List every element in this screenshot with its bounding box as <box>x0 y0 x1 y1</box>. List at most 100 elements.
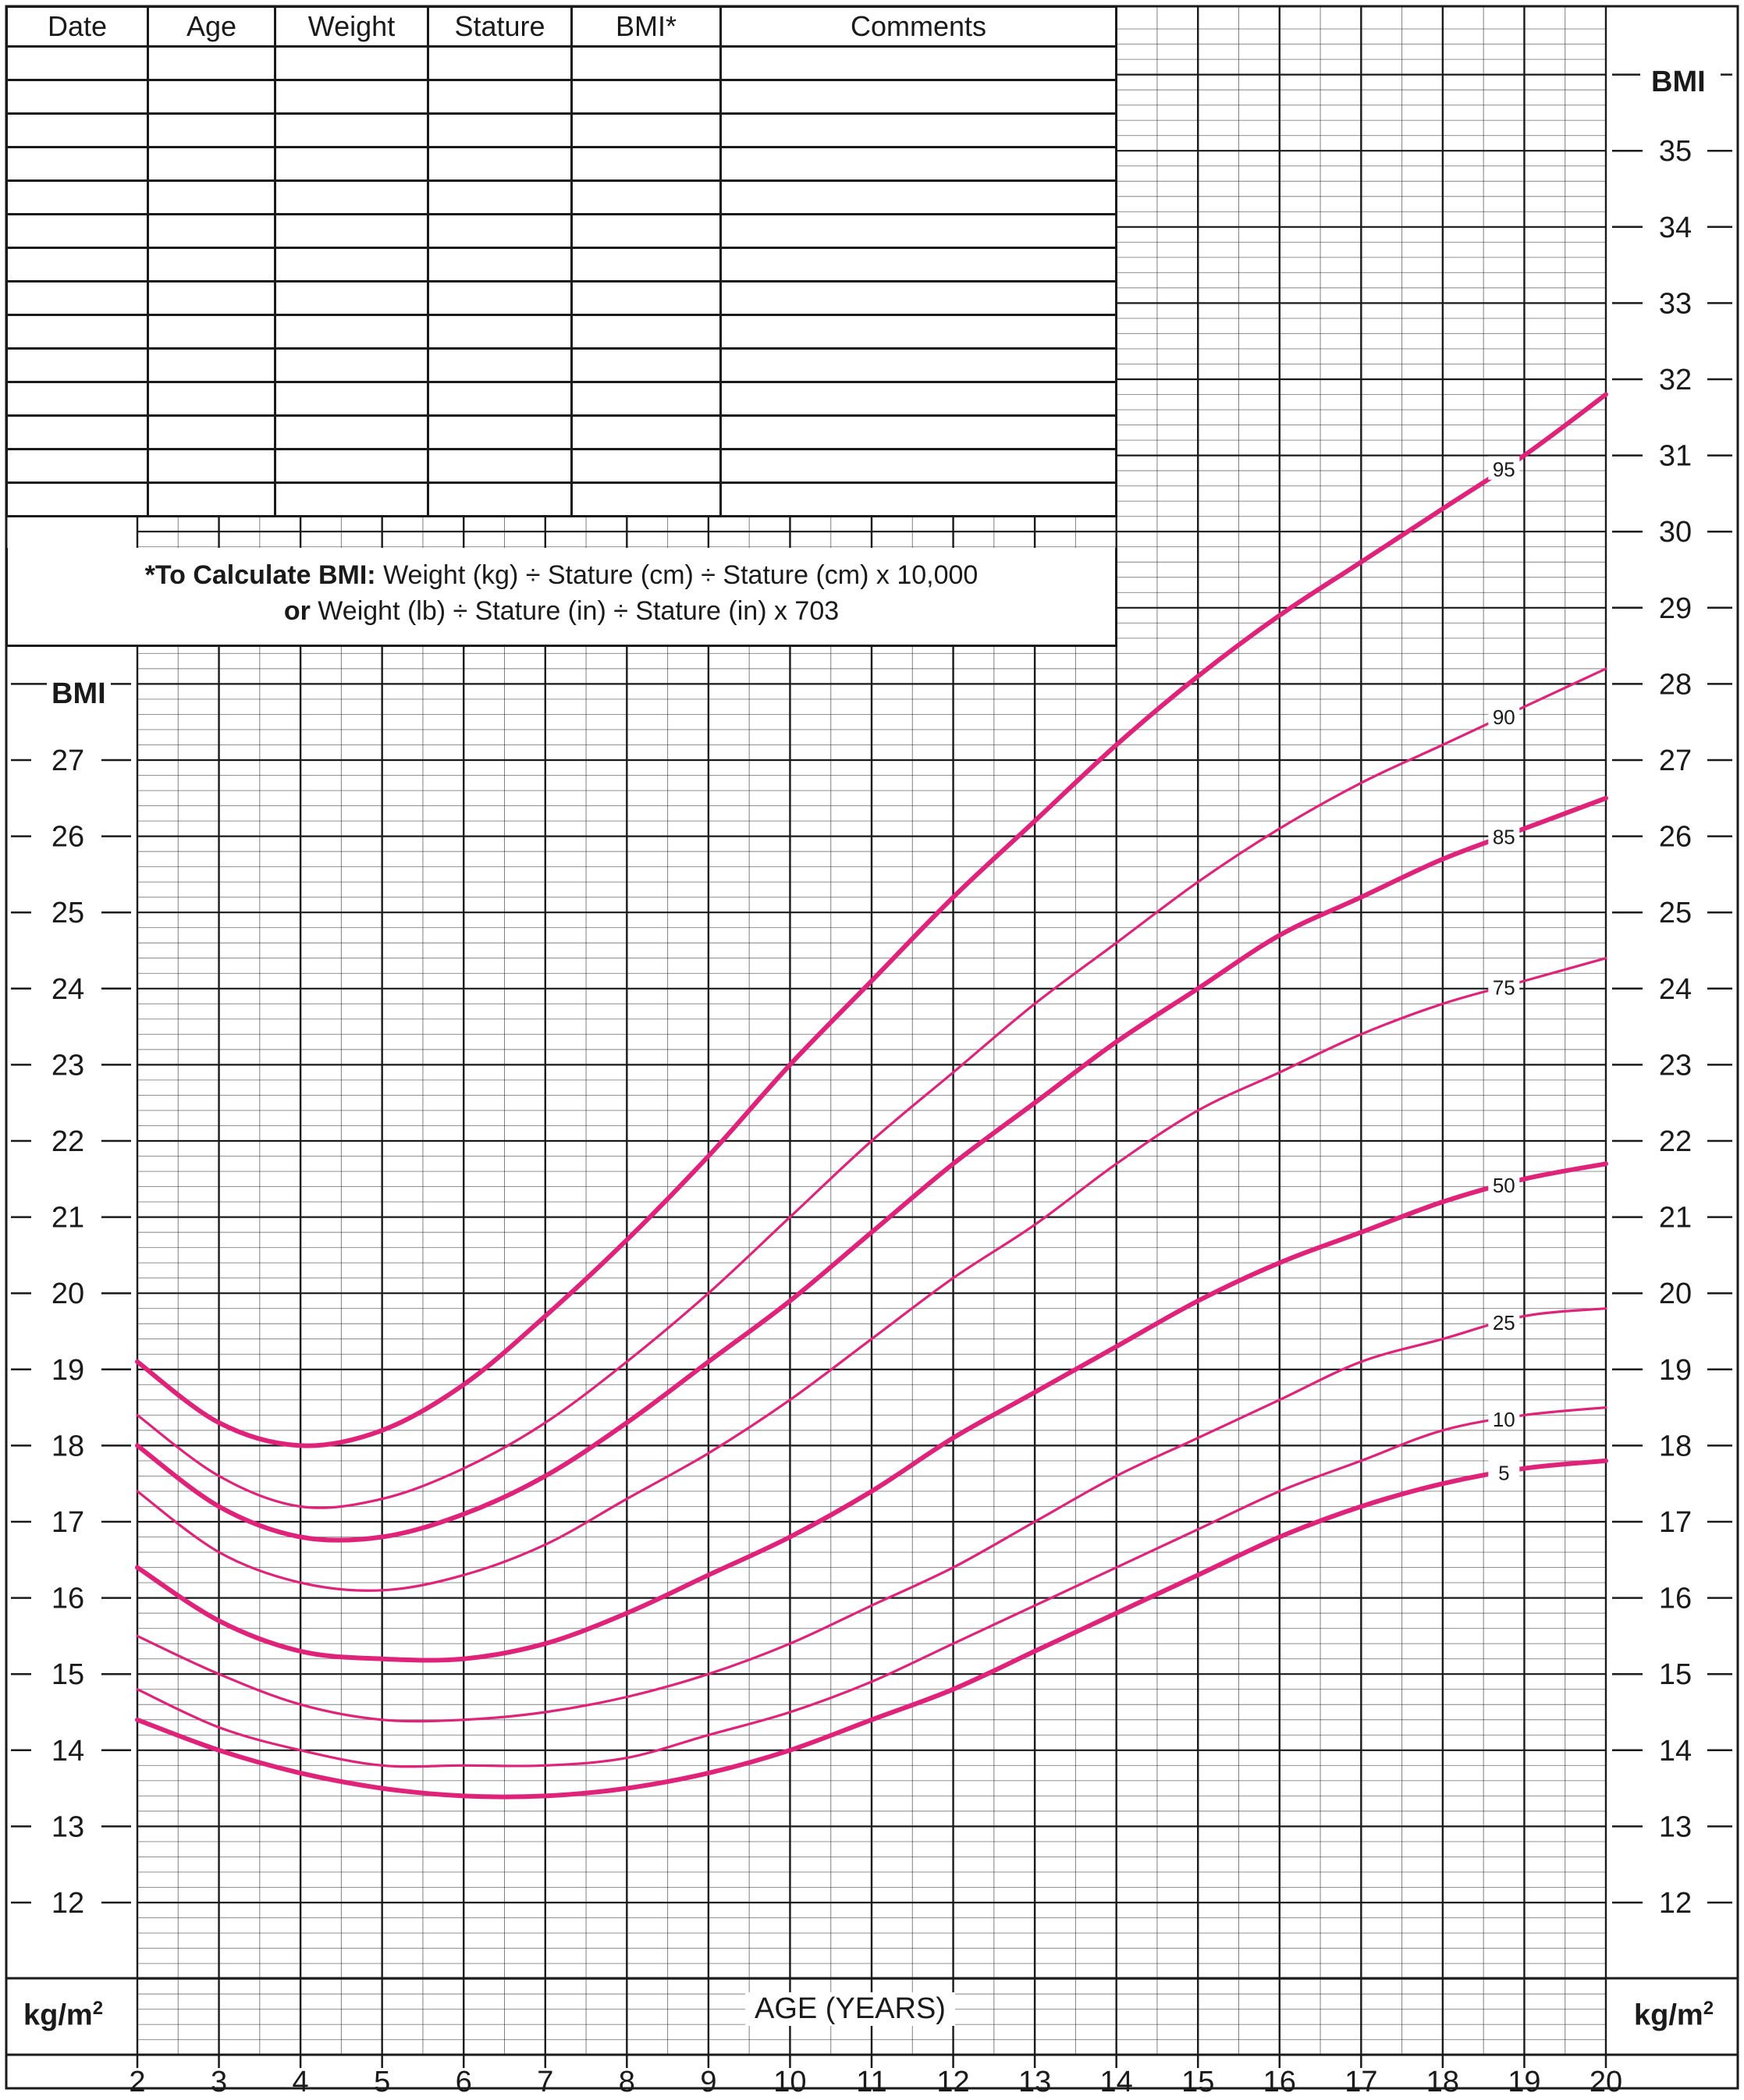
table-cell <box>570 280 722 316</box>
y-tick-label-left: 20 <box>52 1277 84 1310</box>
table-cell <box>719 146 1117 182</box>
y-tick-label-right: 26 <box>1659 821 1692 854</box>
y-tick-label-left: 12 <box>52 1887 84 1920</box>
table-cell <box>570 213 722 249</box>
percentile-curve-90 <box>136 667 1607 1509</box>
table-cell <box>427 414 573 450</box>
y-tick-label-right: 21 <box>1659 1202 1692 1235</box>
y-tick-label-right: 24 <box>1659 973 1692 1006</box>
formula-line-metric-lead: *To Calculate BMI: <box>144 560 376 590</box>
table-cell <box>147 45 276 81</box>
x-tick-label: 5 <box>374 2066 390 2098</box>
table-cell <box>719 347 1117 383</box>
table-cell <box>274 381 429 417</box>
percentile-curve-5 <box>135 1458 1608 1800</box>
formula-line-imperial: or Weight (lb) ÷ Stature (in) ÷ Stature … <box>8 593 1115 629</box>
table-cell <box>5 347 149 383</box>
table-header-row: Date Age Weight Stature BMI* Comments <box>5 5 1117 48</box>
x-axis-ticks: 2 3 4 5 6 7 8 9 10 11 12 13 14 15 16 17 18 19 20 <box>129 2055 1622 2098</box>
table-cell <box>147 448 276 484</box>
measurement-record-table: Date Age Weight Stature BMI* Comments <box>5 5 1117 517</box>
percentile-label-bg <box>1488 1309 1520 1333</box>
table-cell <box>719 112 1117 148</box>
y-tick-label-right: 28 <box>1659 668 1692 701</box>
y-tick-label-left: 13 <box>52 1810 84 1843</box>
table-row <box>5 213 1117 249</box>
table-cell <box>147 280 276 316</box>
table-cell <box>570 414 722 450</box>
y-tick-label-left: 25 <box>52 897 84 929</box>
x-tick-label: 15 <box>1181 2066 1214 2098</box>
column-header-age: Age <box>147 5 276 48</box>
x-tick-label: 7 <box>537 2066 553 2098</box>
table-cell <box>147 146 276 182</box>
table-cell <box>427 314 573 350</box>
percentile-label-bg <box>1488 703 1520 727</box>
y-tick-label-left: 19 <box>52 1354 84 1387</box>
percentile-label-bg <box>1488 1406 1520 1430</box>
percentile-label-10: 10 <box>1493 1408 1515 1431</box>
percentile-label-5: 5 <box>1498 1462 1509 1485</box>
table-row <box>5 414 1117 450</box>
y-tick-label-right: 20 <box>1659 1277 1692 1310</box>
y-tick-label-right: 19 <box>1659 1354 1692 1387</box>
table-row <box>5 314 1117 350</box>
column-header-date: Date <box>5 5 149 48</box>
table-row <box>5 179 1117 215</box>
table-cell <box>274 45 429 81</box>
y-tick-label-left: 15 <box>52 1658 84 1691</box>
y-tick-label-right: 12 <box>1659 1887 1692 1920</box>
table-row <box>5 146 1117 182</box>
table-cell <box>147 381 276 417</box>
y-tick-label-right: 25 <box>1659 897 1692 929</box>
y-tick-label-left: 18 <box>52 1430 84 1462</box>
y-tick-label-left: 24 <box>52 973 84 1006</box>
y-tick-label-right: 22 <box>1659 1125 1692 1158</box>
percentile-curve-50 <box>135 1161 1608 1663</box>
unit-label-right-text: kg/m <box>1634 1999 1703 2032</box>
table-cell <box>570 112 722 148</box>
table-cell <box>427 79 573 115</box>
formula-line-imperial-lead: or <box>283 596 311 626</box>
y-tick-label-right: 13 <box>1659 1810 1692 1843</box>
table-cell <box>147 179 276 215</box>
table-cell <box>5 481 149 517</box>
table-cell <box>570 45 722 81</box>
x-tick-label: 6 <box>456 2066 472 2098</box>
table-cell <box>5 112 149 148</box>
x-tick-label: 19 <box>1508 2066 1540 2098</box>
table-cell <box>570 247 722 282</box>
percentile-curve-75 <box>136 957 1607 1592</box>
percentile-label-bg <box>1488 456 1520 480</box>
formula-line-metric-text: Weight (kg) ÷ Stature (cm) ÷ Stature (cm… <box>375 560 979 590</box>
column-header-stature: Stature <box>427 5 573 48</box>
formula-line-metric: *To Calculate BMI: Weight (kg) ÷ Stature… <box>8 557 1115 593</box>
table-cell <box>147 247 276 282</box>
percentile-label-bg <box>1488 1172 1520 1196</box>
table-cell <box>570 314 722 350</box>
table-cell <box>719 79 1117 115</box>
table-cell <box>427 45 573 81</box>
table-cell <box>147 347 276 383</box>
x-tick-label: 14 <box>1100 2066 1133 2098</box>
y-tick-label-left: 27 <box>52 744 84 777</box>
percentile-label-85: 85 <box>1493 826 1515 849</box>
y-tick-label-left: 21 <box>52 1202 84 1235</box>
table-cell <box>570 79 722 115</box>
table-cell <box>427 347 573 383</box>
percentile-labels: 95 90 85 75 50 25 10 5 <box>1488 456 1520 1485</box>
y-tick-label-right: 17 <box>1659 1506 1692 1539</box>
column-header-weight: Weight <box>274 5 429 48</box>
column-header-comments: Comments <box>719 5 1117 48</box>
table-cell <box>274 314 429 350</box>
x-tick-label: 2 <box>129 2066 145 2098</box>
bmi-formula-note: *To Calculate BMI: Weight (kg) ÷ Stature… <box>5 548 1117 647</box>
y-tick-label-right: 35 <box>1659 135 1692 168</box>
table-cell <box>719 45 1117 81</box>
table-cell <box>274 179 429 215</box>
table-cell <box>719 280 1117 316</box>
y-tick-label-right: 34 <box>1659 211 1692 244</box>
y-tick-label-right: 31 <box>1659 440 1692 473</box>
table-row <box>5 45 1117 81</box>
table-cell <box>719 247 1117 282</box>
